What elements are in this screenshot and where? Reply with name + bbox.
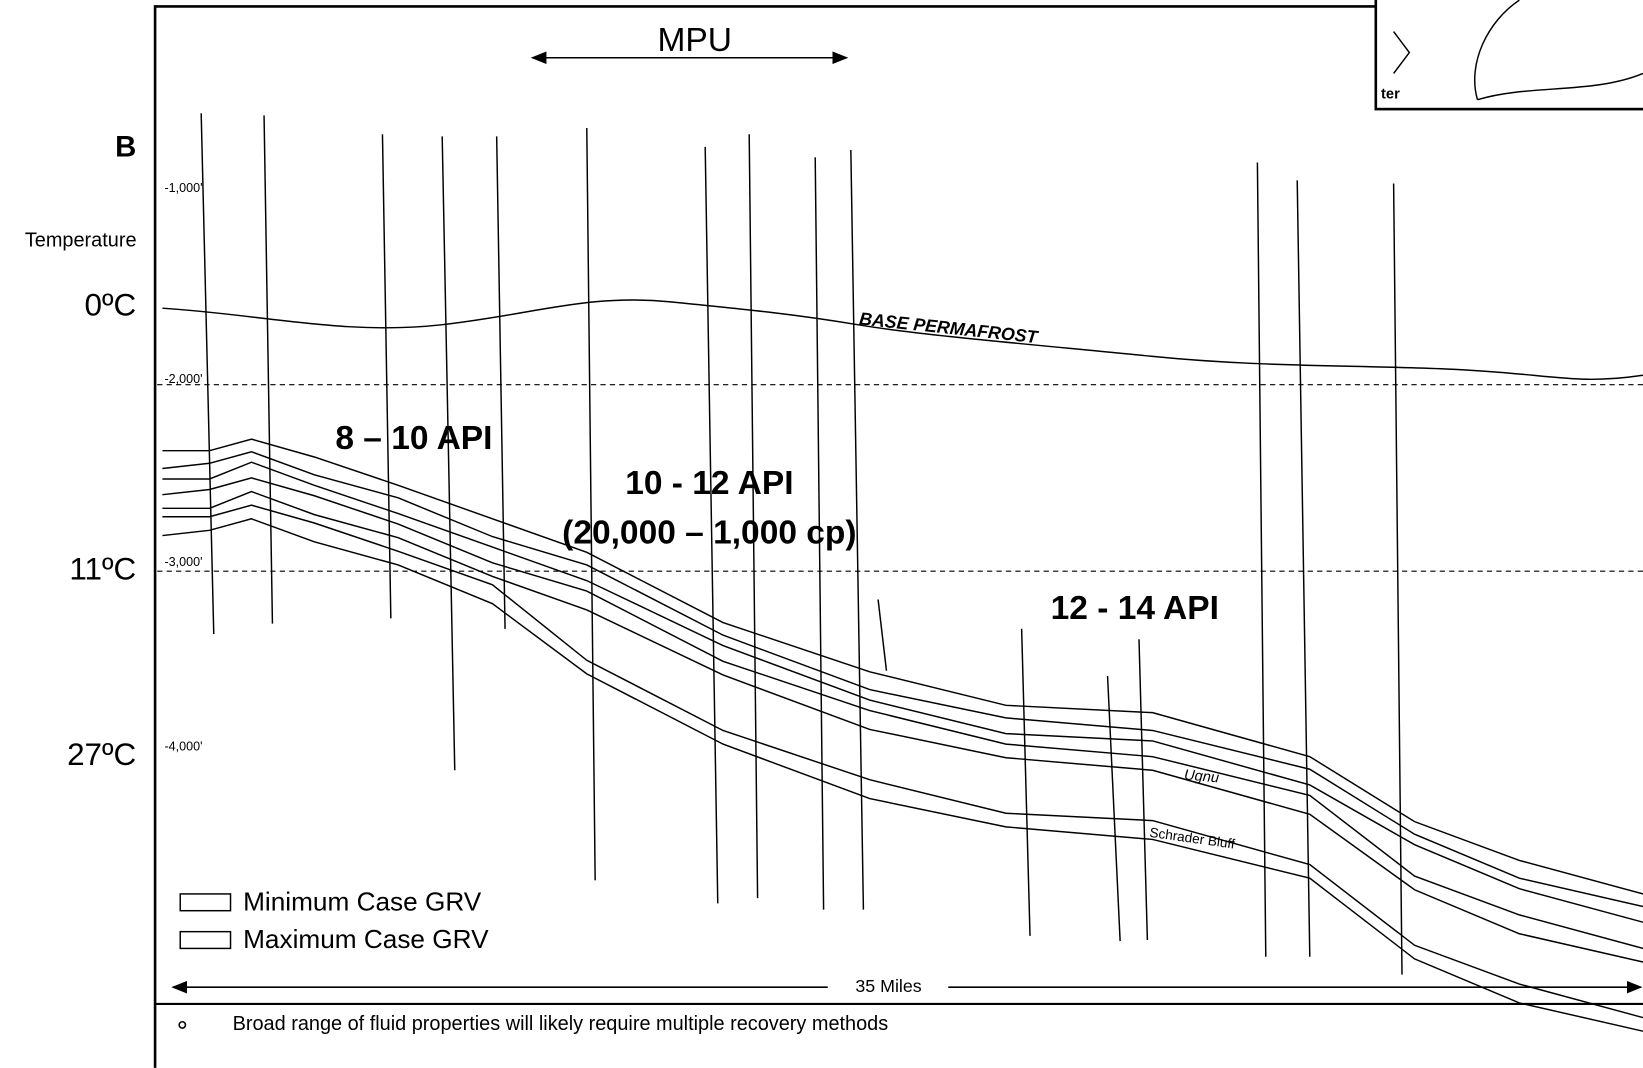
formation-line	[162, 504, 1643, 1019]
inset-text: ter	[1381, 86, 1400, 102]
well	[1296, 180, 1311, 957]
well	[1106, 675, 1121, 942]
permafrost-line	[162, 299, 1643, 381]
api-label: 10 - 12 API	[625, 465, 793, 502]
well	[441, 136, 456, 771]
inset-outline	[1393, 0, 1643, 101]
depth-label: -3,000'	[165, 555, 203, 569]
well	[814, 157, 825, 910]
formation-line	[162, 477, 1643, 950]
viscosity-label: (20,000 – 1,000 cp)	[562, 514, 856, 551]
well	[1392, 183, 1403, 975]
formation-label: Schrader Bluff	[1149, 825, 1236, 852]
well	[200, 113, 215, 635]
depth-label: -2,000'	[165, 372, 203, 386]
well	[1138, 639, 1149, 941]
temperature: 0ºC	[85, 287, 137, 322]
well	[381, 134, 392, 619]
formation-label: Ugnu	[1183, 767, 1219, 786]
well	[850, 149, 865, 910]
formation-line	[162, 490, 1643, 963]
api-label: 8 – 10 API	[335, 420, 492, 457]
depth-label: -4,000'	[165, 740, 203, 754]
permafrost-label: BASE PERMAFROST	[858, 308, 1040, 347]
inset-map	[1374, 0, 1643, 111]
temperature-label: Temperature	[25, 229, 137, 251]
layout	[153, 0, 1643, 1068]
legend-swatch	[179, 930, 232, 950]
well	[1256, 162, 1267, 957]
well	[1020, 628, 1031, 936]
well	[877, 599, 888, 671]
temperature: 27ºC	[67, 737, 136, 772]
bullet-text: Broad range of fluid properties will lik…	[233, 1013, 889, 1035]
well	[263, 115, 274, 624]
formation-line	[162, 461, 1643, 923]
well	[495, 136, 506, 629]
legend-swatch	[179, 893, 232, 912]
api-label: 12 - 14 API	[1051, 590, 1219, 627]
formation-line	[162, 518, 1643, 1032]
legend-label: Minimum Case GRV	[243, 886, 482, 916]
formation-line	[162, 450, 1643, 908]
section-label: B	[115, 131, 136, 164]
depth-label: -1,000'	[165, 181, 203, 195]
bullet-dot	[178, 1020, 187, 1029]
legend-label: Maximum Case GRV	[243, 924, 489, 954]
temperature: 11ºC	[69, 551, 136, 586]
frame	[153, 5, 1375, 1068]
scale-label: 35 Miles	[855, 976, 921, 996]
mpu-label: MPU	[657, 22, 731, 59]
well	[704, 146, 719, 904]
formation-line	[162, 438, 1643, 895]
well	[748, 134, 759, 899]
well	[586, 127, 596, 881]
